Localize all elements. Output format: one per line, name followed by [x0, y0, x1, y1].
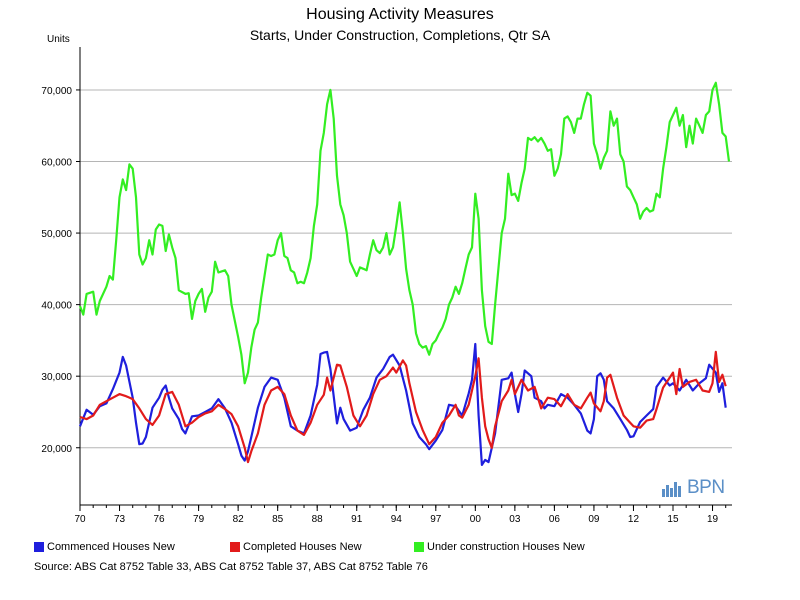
axes: Units: [47, 34, 732, 506]
bar-chart-logo-icon: [662, 482, 681, 497]
series-lines: [78, 81, 731, 466]
x-tick-label: 73: [114, 514, 126, 525]
x-tick-label: 03: [509, 514, 521, 525]
legend-swatch-under-construction: [414, 542, 424, 552]
gridlines: [80, 89, 732, 449]
y-tick-label: 40,000: [41, 301, 72, 312]
x-tick-label: 12: [628, 514, 640, 525]
x-tick-label: 91: [351, 514, 363, 525]
x-tick-label: 79: [193, 514, 205, 525]
x-tick-label: 70: [74, 514, 86, 525]
legend: Commenced Houses New Completed Houses Ne…: [34, 541, 774, 557]
x-tick-label: 09: [588, 514, 600, 525]
logo-text: BPN: [687, 477, 725, 498]
legend-item-completed: Completed Houses New: [230, 541, 362, 553]
chart-subtitle: Starts, Under Construction, Completions,…: [249, 27, 551, 43]
x-tick-label: 88: [312, 514, 324, 525]
commenced-series-line: [78, 342, 727, 466]
x-tick-label: 19: [707, 514, 719, 525]
under-construction-series-line: [78, 81, 731, 385]
legend-label-commenced: Commenced Houses New: [47, 541, 175, 553]
y-tick-label: 20,000: [41, 444, 72, 455]
source-note: Source: ABS Cat 8752 Table 33, ABS Cat 8…: [34, 561, 428, 573]
legend-swatch-completed: [230, 542, 240, 552]
axis-ticks: 20,000 30,000 40,000 50,000 60,000 70,000 70 73…: [41, 86, 727, 525]
legend-item-commenced: Commenced Houses New: [34, 541, 175, 553]
y-tick-label: 30,000: [41, 372, 72, 383]
legend-label-completed: Completed Houses New: [243, 541, 362, 553]
y-axis-label: Units: [47, 34, 70, 45]
chart-title: Housing Activity Measures: [306, 6, 494, 23]
x-tick-label: 06: [549, 514, 561, 525]
x-tick-label: 82: [233, 514, 245, 525]
x-tick-label: 15: [667, 514, 679, 525]
x-tick-label: 85: [272, 514, 284, 525]
x-tick-label: 00: [470, 514, 482, 525]
y-tick-label: 50,000: [41, 229, 72, 240]
y-tick-label: 70,000: [41, 86, 72, 97]
legend-label-under-construction: Under construction Houses New: [427, 541, 585, 553]
x-tick-label: 94: [391, 514, 403, 525]
y-tick-label: 60,000: [41, 158, 72, 169]
legend-item-under-construction: Under construction Houses New: [414, 541, 585, 553]
bpn-logo: BPN: [662, 478, 725, 497]
completed-series-line: [79, 350, 727, 464]
legend-swatch-commenced: [34, 542, 44, 552]
x-tick-label: 76: [154, 514, 166, 525]
x-tick-label: 97: [430, 514, 442, 525]
